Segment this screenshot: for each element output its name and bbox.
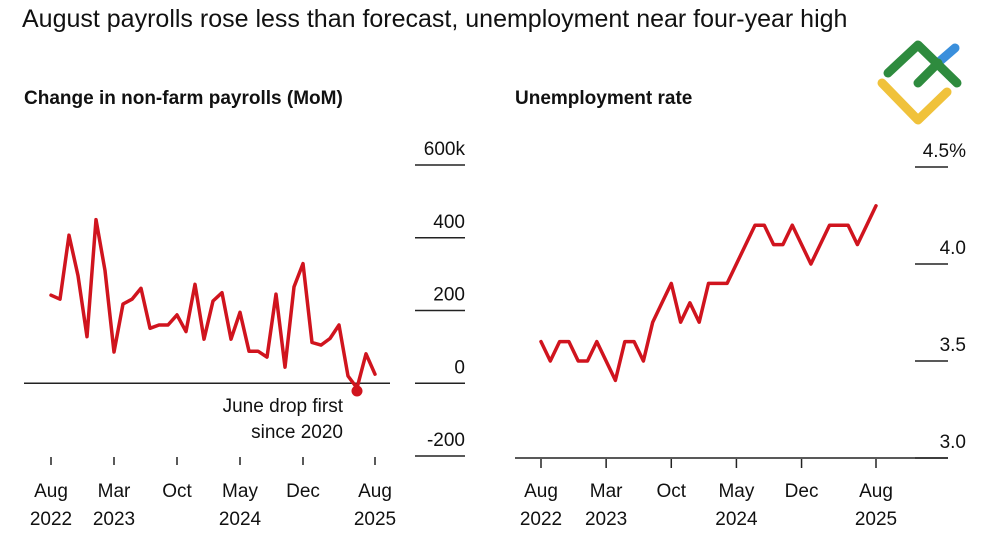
annotation-text: June drop first — [223, 396, 344, 417]
x-tick-label: Mar — [590, 481, 623, 502]
x-tick-label: Dec — [286, 481, 320, 502]
x-tick-label-year: 2024 — [715, 509, 758, 530]
y-tick-label: 0 — [454, 357, 465, 378]
y-tick-label: 4.5% — [923, 141, 966, 162]
y-tick-label: 3.0 — [940, 432, 966, 453]
x-tick-label: May — [222, 481, 258, 502]
annotation-marker — [351, 385, 363, 397]
x-tick-label: Dec — [785, 481, 819, 502]
x-tick-label: Oct — [656, 481, 686, 502]
payrolls-chart-title: Change in non-farm payrolls (MoM) — [24, 88, 343, 109]
y-tick-label: 600k — [424, 139, 466, 160]
headline: August payrolls rose less than forecast,… — [22, 5, 848, 33]
unemployment-line — [539, 204, 878, 383]
x-tick-label-year: 2024 — [219, 509, 262, 530]
y-tick-label: 400 — [433, 212, 465, 233]
x-tick-label-year: 2022 — [30, 509, 72, 530]
x-tick-label-year: 2025 — [855, 509, 897, 530]
x-tick-label: Aug — [524, 481, 558, 502]
y-tick-label: 200 — [433, 285, 465, 306]
x-tick-label-year: 2023 — [585, 509, 627, 530]
unemployment-chart-title: Unemployment rate — [515, 88, 693, 109]
annotation-text: since 2020 — [251, 422, 343, 443]
payrolls-line — [49, 217, 377, 390]
x-tick-label-year: 2022 — [520, 509, 562, 530]
x-tick-label: Aug — [34, 481, 68, 502]
y-tick-label: 4.0 — [940, 238, 966, 259]
y-tick-label: 3.5 — [940, 335, 966, 356]
x-tick-label: Oct — [162, 481, 192, 502]
x-tick-label: Aug — [859, 481, 893, 502]
x-tick-label: May — [718, 481, 754, 502]
x-tick-label: Aug — [358, 481, 392, 502]
x-tick-label: Mar — [98, 481, 131, 502]
y-tick-label: -200 — [427, 430, 465, 451]
x-tick-label-year: 2025 — [354, 509, 396, 530]
x-tick-label-year: 2023 — [93, 509, 135, 530]
